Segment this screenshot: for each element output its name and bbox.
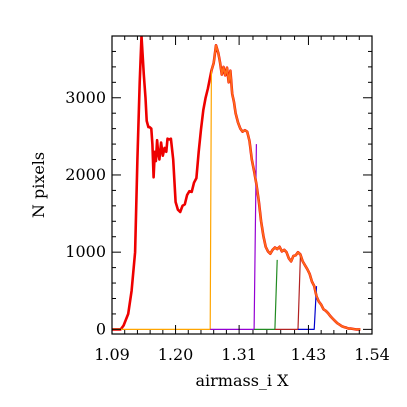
axes-frame xyxy=(111,35,373,335)
x-tick-label: 1.31 xyxy=(221,345,257,364)
plot-area xyxy=(112,36,361,331)
y-axis-label: N pixels xyxy=(29,152,48,218)
y-tick-label: 1000 xyxy=(65,242,106,261)
x-axis-ticks: 1.09 1.20 1.31 1.43 1.54 xyxy=(94,36,390,364)
series-line-4 xyxy=(274,255,301,330)
series-line-1 xyxy=(112,70,212,330)
y-tick-label: 3000 xyxy=(65,88,106,107)
x-axis-label: airmass_i X xyxy=(195,371,289,390)
x-tick-label: 1.43 xyxy=(291,345,327,364)
y-axis-ticks: 0 1000 2000 3000 xyxy=(65,50,372,338)
series-line-0 xyxy=(112,36,361,331)
y-tick-label: 0 xyxy=(96,319,106,338)
series-line-6 xyxy=(210,44,361,331)
y-tick-label: 2000 xyxy=(65,165,106,184)
series-line-2 xyxy=(210,144,257,330)
series-line-5 xyxy=(298,286,318,330)
x-tick-label: 1.54 xyxy=(354,345,390,364)
x-tick-label: 1.20 xyxy=(158,345,194,364)
series-line-3 xyxy=(254,259,278,330)
x-tick-label: 1.09 xyxy=(94,345,130,364)
